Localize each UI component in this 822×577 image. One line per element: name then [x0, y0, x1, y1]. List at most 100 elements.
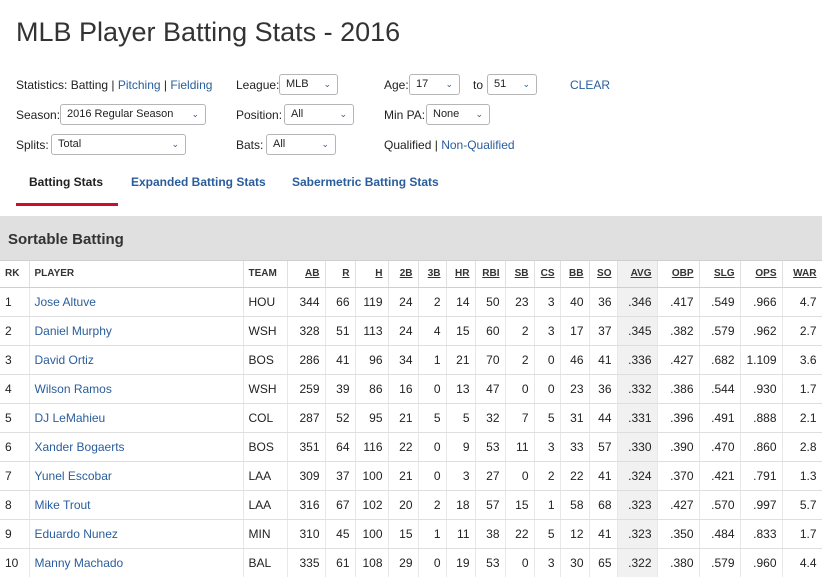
- cell-bb: 30: [560, 548, 590, 577]
- table-row: 3 David Ortiz BOS 286 41 96 34 1 21 70 2 0 46 41.336.…: [0, 345, 822, 375]
- tab-batting-stats[interactable]: Batting Stats: [16, 168, 118, 206]
- player-link[interactable]: Daniel Murphy: [29, 316, 244, 346]
- col-header-cs[interactable]: CS: [534, 261, 561, 288]
- cell-hr: 19: [446, 548, 476, 577]
- cell-3b: 0: [418, 461, 447, 491]
- cell-avg: .323: [617, 490, 658, 520]
- col-header-team: TEAM: [243, 261, 288, 288]
- cell-rbi: 70: [475, 345, 506, 375]
- tab-expanded-batting-stats[interactable]: Expanded Batting Stats: [131, 175, 266, 189]
- cell-hr: 15: [446, 316, 476, 346]
- table-row: 10 Manny Machado BAL 335 61 108 29 0 19 53 0 3 30 65.…: [0, 548, 822, 577]
- season-select[interactable]: 2016 Regular Season ⌄: [60, 104, 206, 125]
- table-row: 6 Xander Bogaerts BOS 351 64 116 22 0 9 53 11 3 33 57…: [0, 432, 822, 462]
- stat-pitching-link[interactable]: Pitching: [117, 78, 161, 92]
- player-link[interactable]: Yunel Escobar: [29, 461, 244, 491]
- splits-select-value: Total: [58, 138, 82, 150]
- cell-2b: 22: [388, 432, 419, 462]
- cell-obp: .350: [657, 519, 700, 549]
- cell-ops: .833: [740, 519, 783, 549]
- cell-obp: .382: [657, 316, 700, 346]
- min-pa-select[interactable]: None ⌄: [426, 104, 490, 125]
- age-to-select[interactable]: 51 ⌄: [487, 74, 537, 95]
- position-select[interactable]: All ⌄: [284, 104, 354, 125]
- col-header-bb[interactable]: BB: [560, 261, 590, 288]
- cell-h: 119: [355, 287, 389, 317]
- col-header-slg[interactable]: SLG: [699, 261, 741, 288]
- clear-button[interactable]: CLEAR: [570, 78, 611, 92]
- cell-cs: 0: [534, 374, 561, 404]
- col-header-ab[interactable]: AB: [287, 261, 326, 288]
- cell-hr: 13: [446, 374, 476, 404]
- tab-sabermetric-batting-stats[interactable]: Sabermetric Batting Stats: [292, 175, 439, 189]
- col-header-war[interactable]: WAR: [782, 261, 822, 288]
- cell-rbi: 47: [475, 374, 506, 404]
- cell-rbi: 60: [475, 316, 506, 346]
- cell-obp: .427: [657, 490, 700, 520]
- splits-select[interactable]: Total ⌄: [51, 134, 186, 155]
- col-header-ops[interactable]: OPS: [740, 261, 783, 288]
- cell-so: 41: [589, 519, 618, 549]
- separator: |: [111, 78, 115, 92]
- position-label: Position:: [236, 108, 283, 122]
- cell-r: 39: [325, 374, 356, 404]
- cell-team: LAA: [243, 490, 288, 520]
- cell-ops: .960: [740, 548, 783, 577]
- cell-r: 52: [325, 403, 356, 433]
- cell-slg: .579: [699, 316, 741, 346]
- cell-r: 37: [325, 461, 356, 491]
- col-header-h[interactable]: H: [355, 261, 389, 288]
- cell-obp: .427: [657, 345, 700, 375]
- cell-rk: 1: [0, 287, 30, 317]
- cell-rk: 2: [0, 316, 30, 346]
- player-link[interactable]: David Ortiz: [29, 345, 244, 375]
- cell-ops: .860: [740, 432, 783, 462]
- league-select[interactable]: MLB ⌄: [279, 74, 338, 95]
- table-row: 7 Yunel Escobar LAA 309 37 100 21 0 3 27 0 2 22 41.32…: [0, 461, 822, 491]
- chevron-down-icon: ⌄: [339, 109, 347, 119]
- cell-rk: 3: [0, 345, 30, 375]
- col-header-obp[interactable]: OBP: [657, 261, 700, 288]
- player-link[interactable]: Xander Bogaerts: [29, 432, 244, 462]
- col-header-avg[interactable]: AVG: [617, 261, 658, 288]
- stat-fielding-link[interactable]: Fielding: [170, 78, 213, 92]
- col-header-2b[interactable]: 2B: [388, 261, 419, 288]
- col-header-rk: RK: [0, 261, 30, 288]
- cell-2b: 24: [388, 316, 419, 346]
- cell-avg: .346: [617, 287, 658, 317]
- cell-sb: 2: [505, 345, 535, 375]
- col-header-so[interactable]: SO: [589, 261, 618, 288]
- age-from-select[interactable]: 17 ⌄: [409, 74, 460, 95]
- col-header-hr[interactable]: HR: [446, 261, 476, 288]
- player-link[interactable]: Wilson Ramos: [29, 374, 244, 404]
- cell-so: 41: [589, 345, 618, 375]
- cell-r: 41: [325, 345, 356, 375]
- player-link[interactable]: Mike Trout: [29, 490, 244, 520]
- cell-avg: .331: [617, 403, 658, 433]
- cell-team: WSH: [243, 374, 288, 404]
- player-link[interactable]: Eduardo Nunez: [29, 519, 244, 549]
- cell-sb: 15: [505, 490, 535, 520]
- cell-rk: 9: [0, 519, 30, 549]
- cell-war: 3.6: [782, 345, 822, 375]
- player-link[interactable]: Jose Altuve: [29, 287, 244, 317]
- cell-sb: 0: [505, 548, 535, 577]
- col-header-rbi[interactable]: RBI: [475, 261, 506, 288]
- cell-3b: 0: [418, 374, 447, 404]
- cell-2b: 21: [388, 403, 419, 433]
- player-link[interactable]: DJ LeMahieu: [29, 403, 244, 433]
- bats-select[interactable]: All ⌄: [266, 134, 336, 155]
- qualified-filter: Qualified | Non-Qualified: [384, 138, 515, 152]
- section-title: Sortable Batting: [8, 231, 124, 248]
- cell-so: 44: [589, 403, 618, 433]
- non-qualified-link[interactable]: Non-Qualified: [441, 138, 515, 152]
- season-select-value: 2016 Regular Season: [67, 108, 174, 120]
- cell-hr: 5: [446, 403, 476, 433]
- player-link[interactable]: Manny Machado: [29, 548, 244, 577]
- cell-rbi: 27: [475, 461, 506, 491]
- cell-so: 68: [589, 490, 618, 520]
- col-header-sb[interactable]: SB: [505, 261, 535, 288]
- min-pa-select-value: None: [433, 108, 460, 120]
- col-header-r[interactable]: R: [325, 261, 356, 288]
- col-header-3b[interactable]: 3B: [418, 261, 447, 288]
